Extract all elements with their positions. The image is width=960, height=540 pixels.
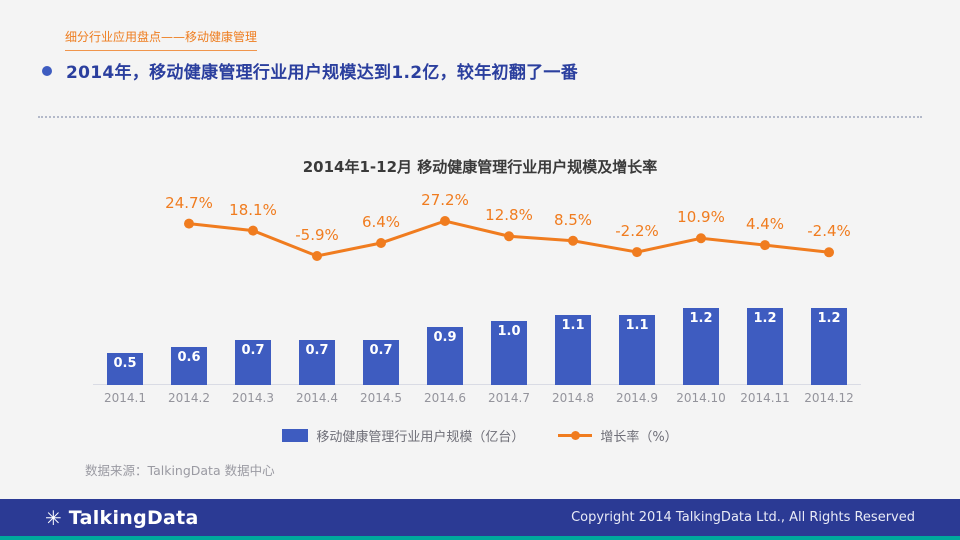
growth-rate-label: 24.7% xyxy=(165,193,213,212)
bar-2014.2: 0.6 xyxy=(171,346,207,385)
bar-value-label: 1.2 xyxy=(753,311,777,327)
x-axis-label: 2014.9 xyxy=(616,391,658,405)
line-series-swatch xyxy=(558,431,593,440)
growth-rate-label: 12.8% xyxy=(485,206,533,225)
bar-value-label: 1.1 xyxy=(561,317,585,333)
bar-2014.4: 0.7 xyxy=(299,340,335,385)
x-axis-label: 2014.5 xyxy=(360,391,402,405)
bar-value-label: 0.7 xyxy=(305,343,329,359)
x-axis-label: 2014.12 xyxy=(804,391,854,405)
legend-item-bar: 移动健康管理行业用户规模（亿台） xyxy=(282,426,524,445)
bar-2014.11: 1.2 xyxy=(747,308,783,385)
bar-value-label: 1.0 xyxy=(497,324,521,339)
bar-2014.7: 1.0 xyxy=(491,321,527,385)
bar-2014.6: 0.9 xyxy=(427,327,463,385)
bar-value-label: 1.2 xyxy=(817,311,841,327)
growth-rate-label: -5.9% xyxy=(295,226,339,244)
bar-series-label: 移动健康管理行业用户规模（亿台） xyxy=(316,430,525,445)
x-axis-label: 2014.3 xyxy=(232,391,274,405)
bar-value-label: 0.6 xyxy=(177,349,201,365)
bar-2014.10: 1.2 xyxy=(683,308,719,385)
x-axis-label: 2014.8 xyxy=(552,391,594,405)
bar-2014.9: 1.1 xyxy=(619,314,655,385)
page-title: 2014年，移动健康管理行业用户规模达到1.2亿，较年初翻了一番 xyxy=(66,63,579,83)
bar-value-label: 0.9 xyxy=(433,330,457,346)
chart-plot-area: 0.5 2014.1 0.6 2014.2 0.7 2014.3 0.7 2014.4 0.7 2… xyxy=(93,185,861,405)
footer-accent-strip xyxy=(0,536,960,540)
bullet-icon xyxy=(42,65,52,76)
dotted-divider xyxy=(38,116,922,118)
growth-rate-label: 18.1% xyxy=(229,200,277,219)
growth-rate-label: 27.2% xyxy=(421,191,469,209)
bar-value-label: 0.5 xyxy=(113,356,137,371)
x-axis-label: 2014.7 xyxy=(488,391,530,405)
copyright-text: Copyright 2014 TalkingData Ltd., All Rig… xyxy=(571,510,915,525)
talkingdata-logo-icon: ✳ xyxy=(45,505,62,530)
x-axis-label: 2014.4 xyxy=(296,391,338,405)
growth-rate-label: 8.5% xyxy=(553,210,593,229)
growth-rate-label: -2.2% xyxy=(615,222,659,241)
talkingdata-logo: ✳ TalkingData xyxy=(45,507,199,529)
legend-item-line: 增长率（%） xyxy=(558,426,678,445)
data-source-note: 数据来源：TalkingData 数据中心 xyxy=(85,463,275,478)
bar-2014.1: 0.5 xyxy=(107,353,143,385)
x-axis-line xyxy=(93,384,861,385)
line-series-label: 增长率（%） xyxy=(600,430,678,445)
growth-rate-label: 4.4% xyxy=(745,215,785,234)
bar-value-label: 0.7 xyxy=(369,343,393,359)
growth-rate-label: -2.4% xyxy=(807,222,851,241)
bar-2014.12: 1.2 xyxy=(811,308,847,385)
breadcrumb: 细分行业应用盘点——移动健康管理 xyxy=(65,28,258,51)
bar-series-swatch xyxy=(282,429,309,442)
x-axis-label: 2014.11 xyxy=(740,391,790,405)
growth-rate-label: 6.4% xyxy=(361,212,401,231)
x-axis-label: 2014.10 xyxy=(676,391,726,405)
x-axis-label: 2014.2 xyxy=(168,391,210,405)
growth-rate-line xyxy=(184,216,834,261)
x-axis-label: 2014.6 xyxy=(424,391,466,405)
footer-bar: ✳ TalkingData Copyright 2014 TalkingData… xyxy=(0,499,960,536)
headline-row: 2014年，移动健康管理行业用户规模达到1.2亿，较年初翻了一番 xyxy=(42,58,578,83)
chart-title: 2014年1-12月 移动健康管理行业用户规模及增长率 xyxy=(302,158,658,176)
bar-2014.8: 1.1 xyxy=(555,314,591,385)
bar-2014.5: 0.7 xyxy=(363,340,399,385)
bar-value-label: 1.2 xyxy=(689,311,713,327)
growth-rate-label: 10.9% xyxy=(677,208,725,227)
bar-value-label: 1.1 xyxy=(625,317,649,333)
x-axis-label: 2014.1 xyxy=(104,391,146,405)
talkingdata-logo-text: TalkingData xyxy=(68,506,199,529)
bar-2014.3: 0.7 xyxy=(235,340,271,385)
bar-value-label: 0.7 xyxy=(241,343,265,359)
chart-legend: 移动健康管理行业用户规模（亿台） 增长率（%） xyxy=(0,426,960,445)
